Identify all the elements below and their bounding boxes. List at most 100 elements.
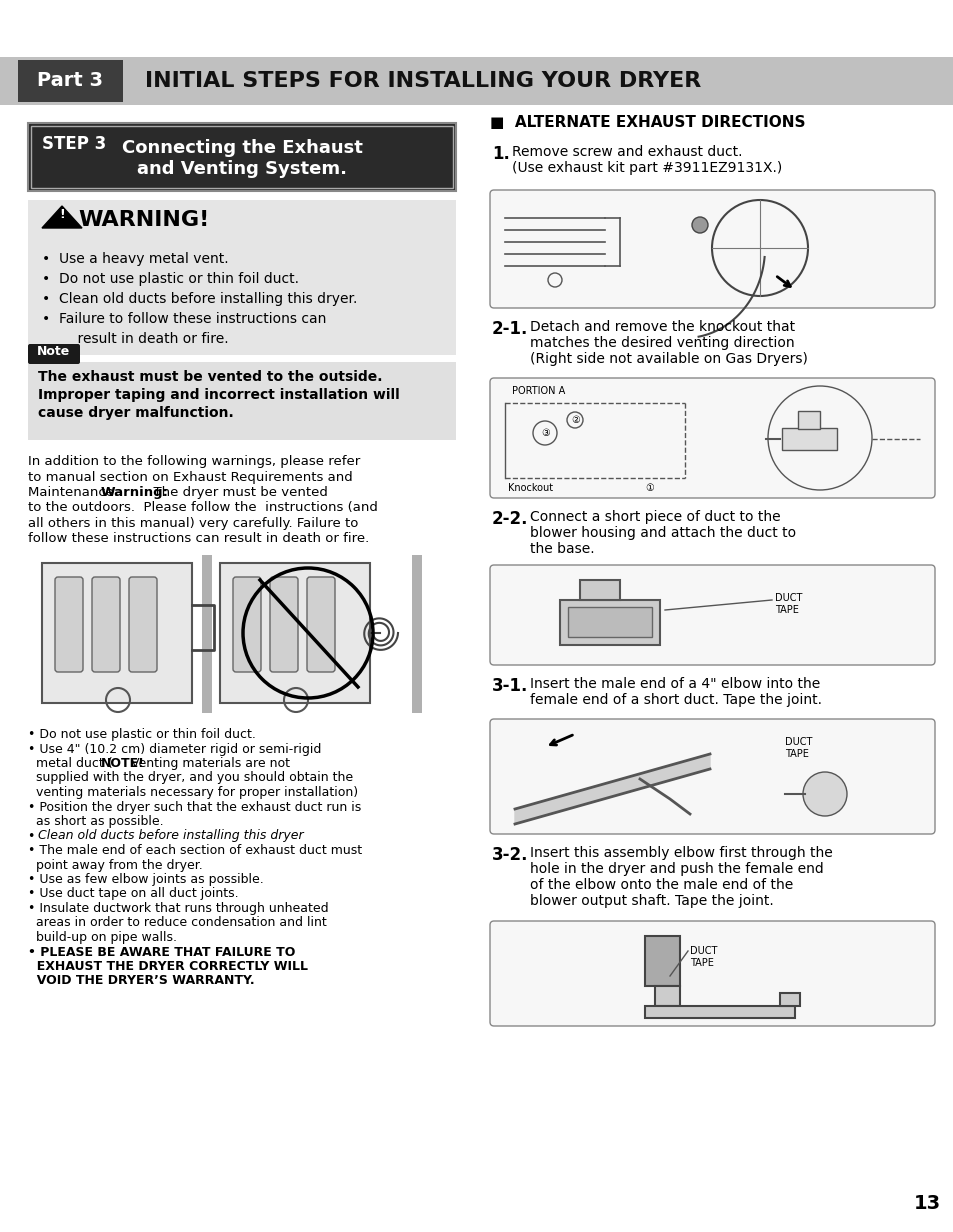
Text: •  Clean old ducts before installing this dryer.: • Clean old ducts before installing this… bbox=[42, 292, 357, 306]
Text: to the outdoors.  Please follow the  instructions (and: to the outdoors. Please follow the instr… bbox=[28, 501, 377, 515]
Bar bbox=[220, 563, 370, 703]
FancyBboxPatch shape bbox=[55, 577, 83, 671]
Bar bbox=[567, 607, 651, 637]
Text: Connecting the Exhaust: Connecting the Exhaust bbox=[121, 139, 362, 156]
Bar bbox=[18, 60, 123, 102]
Text: PORTION A: PORTION A bbox=[512, 386, 565, 395]
Text: Venting materials are not: Venting materials are not bbox=[127, 756, 290, 770]
Text: INITIAL STEPS FOR INSTALLING YOUR DRYER: INITIAL STEPS FOR INSTALLING YOUR DRYER bbox=[145, 71, 700, 91]
Bar bbox=[781, 428, 836, 450]
Text: • Position the dryer such that the exhaust duct run is: • Position the dryer such that the exhau… bbox=[28, 801, 361, 813]
Text: supplied with the dryer, and you should obtain the: supplied with the dryer, and you should … bbox=[28, 771, 353, 785]
Text: •  Use a heavy metal vent.: • Use a heavy metal vent. bbox=[42, 253, 229, 266]
Text: areas in order to reduce condensation and lint: areas in order to reduce condensation an… bbox=[28, 917, 327, 929]
Text: • PLEASE BE AWARE THAT FAILURE TO: • PLEASE BE AWARE THAT FAILURE TO bbox=[28, 945, 295, 958]
Text: 13: 13 bbox=[912, 1194, 940, 1214]
Text: cause dryer malfunction.: cause dryer malfunction. bbox=[38, 407, 233, 420]
Bar bbox=[644, 1007, 794, 1018]
Polygon shape bbox=[42, 206, 82, 228]
Text: Maintenance.: Maintenance. bbox=[28, 485, 122, 499]
Text: ③: ③ bbox=[540, 428, 549, 439]
Text: • Use 4" (10.2 cm) diameter rigid or semi-rigid: • Use 4" (10.2 cm) diameter rigid or sem… bbox=[28, 743, 321, 755]
Bar bbox=[42, 563, 192, 703]
FancyBboxPatch shape bbox=[490, 378, 934, 498]
Polygon shape bbox=[515, 754, 709, 824]
Text: Remove screw and exhaust duct.: Remove screw and exhaust duct. bbox=[512, 145, 741, 159]
Text: blower output shaft. Tape the joint.: blower output shaft. Tape the joint. bbox=[530, 894, 773, 908]
Text: In addition to the following warnings, please refer: In addition to the following warnings, p… bbox=[28, 455, 360, 468]
Text: Insert this assembly elbow first through the: Insert this assembly elbow first through… bbox=[530, 846, 832, 860]
FancyBboxPatch shape bbox=[307, 577, 335, 671]
Text: Connect a short piece of duct to the: Connect a short piece of duct to the bbox=[530, 510, 780, 524]
Circle shape bbox=[802, 772, 846, 816]
FancyBboxPatch shape bbox=[490, 565, 934, 665]
Bar bbox=[655, 986, 679, 1007]
Text: DUCT
TAPE: DUCT TAPE bbox=[689, 946, 717, 967]
Text: EXHAUST THE DRYER CORRECTLY WILL: EXHAUST THE DRYER CORRECTLY WILL bbox=[28, 960, 308, 973]
Bar bbox=[28, 362, 456, 440]
Text: ■  ALTERNATE EXHAUST DIRECTIONS: ■ ALTERNATE EXHAUST DIRECTIONS bbox=[490, 115, 804, 131]
Text: point away from the dryer.: point away from the dryer. bbox=[28, 859, 203, 871]
Text: all others in this manual) very carefully. Failure to: all others in this manual) very carefull… bbox=[28, 517, 358, 530]
Text: • The male end of each section of exhaust duct must: • The male end of each section of exhaus… bbox=[28, 844, 362, 857]
Text: 3-1.: 3-1. bbox=[492, 678, 528, 695]
Circle shape bbox=[691, 217, 707, 233]
Text: Detach and remove the knockout that: Detach and remove the knockout that bbox=[530, 320, 794, 334]
Text: venting materials necessary for proper installation): venting materials necessary for proper i… bbox=[28, 786, 357, 800]
FancyBboxPatch shape bbox=[91, 577, 120, 671]
Text: DUCT
TAPE: DUCT TAPE bbox=[784, 737, 812, 759]
Text: 1.: 1. bbox=[492, 145, 509, 163]
Text: build-up on pipe walls.: build-up on pipe walls. bbox=[28, 931, 177, 944]
FancyBboxPatch shape bbox=[233, 577, 261, 671]
Text: follow these instructions can result in death or fire.: follow these instructions can result in … bbox=[28, 532, 369, 546]
Text: and Venting System.: and Venting System. bbox=[137, 160, 347, 177]
Text: 2-1.: 2-1. bbox=[492, 320, 528, 338]
Text: of the elbow onto the male end of the: of the elbow onto the male end of the bbox=[530, 878, 792, 892]
Text: Improper taping and incorrect installation will: Improper taping and incorrect installati… bbox=[38, 388, 399, 402]
Text: (Use exhaust kit part #3911EZ9131X.): (Use exhaust kit part #3911EZ9131X.) bbox=[512, 161, 781, 175]
Text: matches the desired venting direction: matches the desired venting direction bbox=[530, 336, 794, 350]
Text: VOID THE DRYER’S WARRANTY.: VOID THE DRYER’S WARRANTY. bbox=[28, 975, 254, 988]
FancyBboxPatch shape bbox=[490, 190, 934, 308]
Text: •  Do not use plastic or thin foil duct.: • Do not use plastic or thin foil duct. bbox=[42, 272, 298, 286]
Text: • Use as few elbow joints as possible.: • Use as few elbow joints as possible. bbox=[28, 873, 263, 886]
Text: 3-2.: 3-2. bbox=[492, 846, 528, 864]
Text: result in death or fire.: result in death or fire. bbox=[60, 331, 229, 346]
Bar bbox=[202, 554, 212, 713]
Text: Part 3: Part 3 bbox=[37, 71, 103, 90]
Text: Insert the male end of a 4" elbow into the: Insert the male end of a 4" elbow into t… bbox=[530, 678, 820, 691]
FancyBboxPatch shape bbox=[129, 577, 157, 671]
Text: •  Failure to follow these instructions can: • Failure to follow these instructions c… bbox=[42, 312, 326, 326]
Bar bbox=[412, 554, 421, 713]
Text: • Do not use plastic or thin foil duct.: • Do not use plastic or thin foil duct. bbox=[28, 728, 255, 740]
Bar bbox=[644, 936, 679, 986]
Text: The exhaust must be vented to the outside.: The exhaust must be vented to the outsid… bbox=[38, 370, 382, 384]
Text: • Insulate ductwork that runs through unheated: • Insulate ductwork that runs through un… bbox=[28, 902, 328, 915]
Text: metal duct (: metal duct ( bbox=[28, 756, 112, 770]
Text: as short as possible.: as short as possible. bbox=[28, 816, 164, 828]
Text: Knockout: Knockout bbox=[507, 483, 553, 493]
Text: the base.: the base. bbox=[530, 542, 594, 556]
Text: (Right side not available on Gas Dryers): (Right side not available on Gas Dryers) bbox=[530, 352, 807, 366]
Text: NOTE!: NOTE! bbox=[101, 756, 145, 770]
Bar bbox=[30, 126, 453, 188]
Text: ②: ② bbox=[571, 415, 579, 425]
FancyBboxPatch shape bbox=[490, 922, 934, 1026]
Text: to manual section on Exhaust Requirements and: to manual section on Exhaust Requirement… bbox=[28, 471, 353, 483]
Text: !: ! bbox=[59, 208, 65, 221]
Text: DUCT
TAPE: DUCT TAPE bbox=[774, 593, 801, 615]
Text: The dryer must be vented: The dryer must be vented bbox=[145, 485, 327, 499]
FancyBboxPatch shape bbox=[490, 719, 934, 834]
Text: STEP 3: STEP 3 bbox=[42, 136, 106, 153]
Text: Clean old ducts before installing this dryer: Clean old ducts before installing this d… bbox=[38, 829, 304, 843]
Text: WARNING!: WARNING! bbox=[78, 209, 209, 230]
Bar bbox=[28, 200, 456, 355]
Bar bbox=[780, 993, 800, 1007]
Text: • Use duct tape on all duct joints.: • Use duct tape on all duct joints. bbox=[28, 887, 238, 901]
Bar bbox=[28, 123, 456, 191]
Text: Warning:: Warning: bbox=[100, 485, 168, 499]
Text: female end of a short duct. Tape the joint.: female end of a short duct. Tape the joi… bbox=[530, 692, 821, 707]
FancyBboxPatch shape bbox=[28, 344, 80, 363]
FancyBboxPatch shape bbox=[270, 577, 297, 671]
Text: •: • bbox=[28, 829, 39, 843]
